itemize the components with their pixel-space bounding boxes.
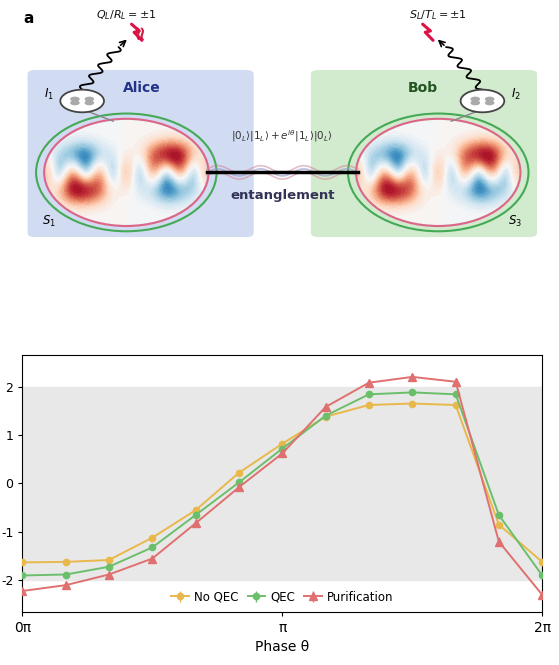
Circle shape	[485, 100, 495, 105]
Point	[18, 271, 27, 281]
Point	[18, 271, 27, 281]
Point	[18, 271, 27, 281]
Point	[18, 271, 27, 281]
Point	[18, 271, 27, 281]
Point	[18, 271, 27, 281]
Point	[18, 271, 27, 281]
Text: ≈: ≈	[130, 23, 149, 39]
Point	[18, 271, 27, 281]
Circle shape	[485, 96, 495, 102]
Point	[18, 271, 27, 281]
X-axis label: Phase θ: Phase θ	[255, 640, 310, 654]
Bar	[22, 386, 542, 581]
Point	[18, 271, 27, 281]
Circle shape	[471, 96, 480, 102]
Point	[18, 271, 27, 281]
Text: $S_1$: $S_1$	[42, 214, 56, 229]
Point	[18, 271, 27, 281]
Point	[18, 271, 27, 281]
Circle shape	[70, 96, 80, 102]
Point	[18, 271, 27, 281]
Point	[18, 271, 27, 281]
Point	[18, 271, 27, 281]
Point	[18, 271, 27, 281]
Point	[18, 271, 27, 281]
Point	[18, 271, 27, 281]
FancyBboxPatch shape	[27, 70, 254, 237]
Point	[18, 271, 27, 281]
Point	[18, 271, 27, 281]
Point	[18, 271, 27, 281]
Point	[18, 271, 27, 281]
Point	[18, 271, 27, 281]
Text: $I_1$: $I_1$	[44, 86, 54, 102]
Point	[18, 271, 27, 281]
Point	[18, 271, 27, 281]
Circle shape	[471, 100, 480, 105]
Point	[18, 271, 27, 281]
Point	[18, 271, 27, 281]
FancyBboxPatch shape	[311, 70, 537, 237]
Text: a: a	[23, 11, 34, 26]
Point	[18, 271, 27, 281]
Point	[18, 271, 27, 281]
Point	[18, 271, 27, 281]
Point	[18, 271, 27, 281]
Point	[18, 271, 27, 281]
Point	[18, 271, 27, 281]
Point	[18, 271, 27, 281]
Point	[18, 271, 27, 281]
Point	[18, 271, 27, 281]
Point	[18, 271, 27, 281]
Point	[18, 271, 27, 281]
Point	[18, 271, 27, 281]
Point	[18, 271, 27, 281]
Text: entanglement: entanglement	[230, 189, 334, 201]
Point	[18, 271, 27, 281]
Point	[18, 271, 27, 281]
Point	[18, 271, 27, 281]
Point	[18, 271, 27, 281]
Point	[18, 271, 27, 281]
Point	[18, 271, 27, 281]
Text: $|0_L\rangle|1_L\rangle + e^{i\theta}|1_L\rangle|0_L\rangle$: $|0_L\rangle|1_L\rangle + e^{i\theta}|1_…	[231, 128, 333, 144]
Point	[18, 271, 27, 281]
Point	[18, 271, 27, 281]
Point	[18, 271, 27, 281]
Text: $S_3$: $S_3$	[509, 214, 523, 229]
Point	[18, 271, 27, 281]
Point	[18, 271, 27, 281]
Point	[18, 271, 27, 281]
Point	[18, 271, 27, 281]
Point	[18, 271, 27, 281]
Circle shape	[84, 100, 94, 105]
Point	[18, 271, 27, 281]
Point	[18, 271, 27, 281]
Point	[18, 271, 27, 281]
Text: $I_2$: $I_2$	[510, 86, 520, 102]
Point	[18, 271, 27, 281]
Point	[18, 271, 27, 281]
Text: $Q_L$/$R_L$$=$$\pm$1: $Q_L$/$R_L$$=$$\pm$1	[96, 8, 157, 22]
Point	[18, 271, 27, 281]
Circle shape	[461, 90, 504, 112]
Point	[18, 271, 27, 281]
Point	[18, 271, 27, 281]
Text: Bob: Bob	[408, 80, 438, 94]
Point	[18, 271, 27, 281]
Point	[18, 271, 27, 281]
Point	[18, 271, 27, 281]
Legend: No QEC, QEC, Purification: No QEC, QEC, Purification	[169, 588, 396, 606]
Point	[18, 271, 27, 281]
Point	[18, 271, 27, 281]
Point	[18, 271, 27, 281]
Text: Alice: Alice	[123, 80, 161, 94]
Circle shape	[70, 100, 80, 105]
Circle shape	[84, 96, 94, 102]
Circle shape	[60, 90, 104, 112]
Point	[18, 271, 27, 281]
Text: $S_L$/$T_L$$=$$\pm$1: $S_L$/$T_L$$=$$\pm$1	[409, 8, 467, 22]
Point	[18, 271, 27, 281]
Point	[18, 271, 27, 281]
